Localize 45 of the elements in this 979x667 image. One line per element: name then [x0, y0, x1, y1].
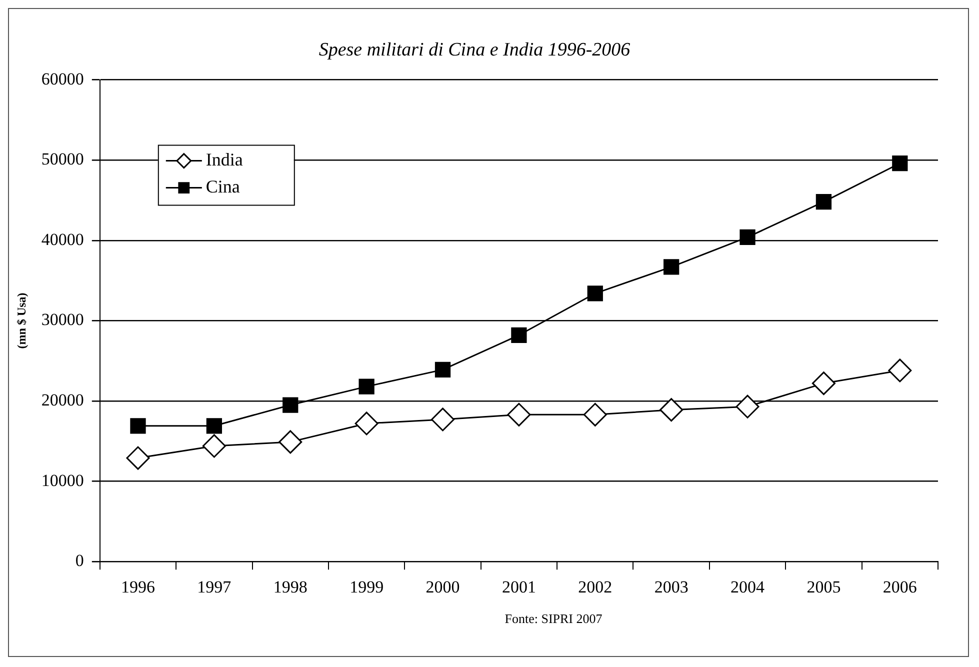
- point: [354, 412, 378, 436]
- point: [736, 394, 760, 418]
- y-tick-label: 30000: [41, 310, 84, 330]
- point: [740, 229, 756, 246]
- point: [130, 418, 146, 434]
- point: [507, 402, 531, 426]
- y-tick-label: 0: [75, 551, 84, 570]
- chart-title: Spese militari di Cina e India 1996-2006: [318, 39, 631, 60]
- point: [434, 362, 451, 378]
- y-tick-label: 10000: [41, 470, 84, 490]
- point: [511, 327, 527, 343]
- legend-label: India: [206, 150, 243, 170]
- y-tick-label: 60000: [41, 69, 84, 88]
- point: [206, 418, 222, 434]
- point: [278, 430, 302, 454]
- x-tick-label: 2003: [654, 577, 688, 596]
- point: [660, 398, 684, 422]
- point: [664, 259, 680, 275]
- x-tick-label: 1996: [120, 577, 155, 596]
- x-tick-label: 2004: [730, 577, 766, 596]
- point: [431, 408, 455, 432]
- x-tick-label: 1999: [350, 577, 384, 596]
- x-tick-label: 2001: [502, 577, 536, 596]
- point: [587, 286, 603, 302]
- point: [358, 378, 374, 394]
- x-tick-label: 2000: [426, 577, 460, 596]
- y-axis-title: (mn $ Usa): [14, 292, 28, 349]
- x-tick-label: 1997: [197, 577, 232, 596]
- x-tick-label: 2002: [578, 577, 612, 596]
- point: [888, 358, 912, 382]
- point: [816, 194, 832, 210]
- point: [812, 372, 836, 396]
- point: [583, 402, 607, 426]
- x-tick-label: 2006: [882, 577, 917, 596]
- y-tick-label: 40000: [41, 230, 84, 249]
- legend-label: Cina: [206, 176, 240, 197]
- point: [126, 446, 150, 470]
- source-note: Fonte: SIPRI 2007: [504, 611, 604, 627]
- x-tick-label: 2005: [806, 577, 841, 596]
- point: [282, 397, 298, 413]
- y-tick-label: 50000: [41, 150, 84, 169]
- y-tick-label: 20000: [41, 390, 84, 410]
- x-tick-label: 1998: [273, 577, 308, 596]
- point: [202, 434, 226, 458]
- point: [892, 155, 908, 172]
